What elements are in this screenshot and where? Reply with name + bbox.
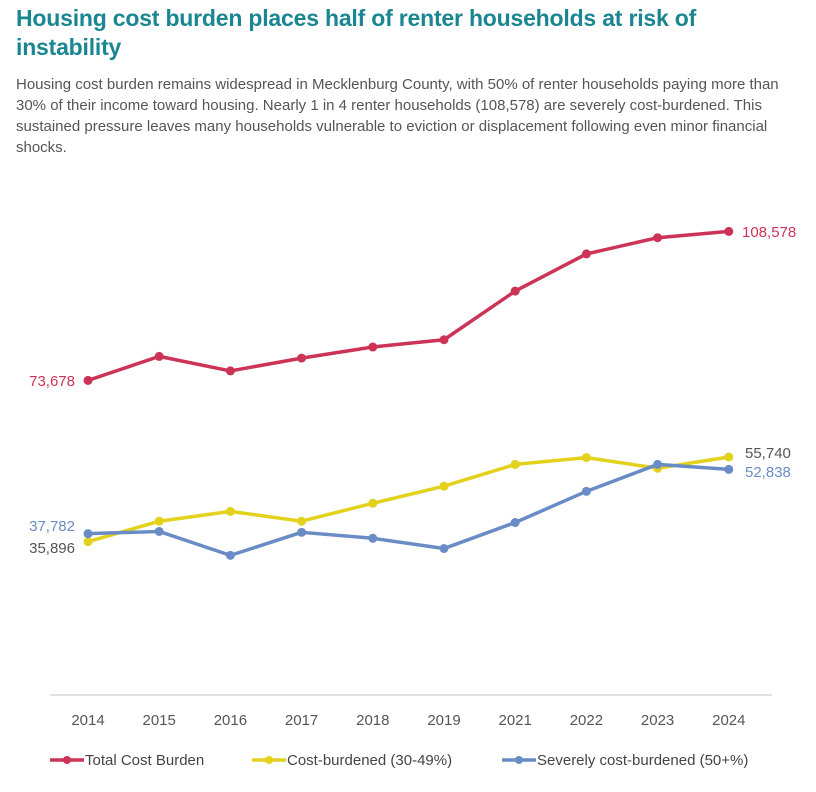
data-point <box>724 452 734 462</box>
legend-item: Severely cost-burdened (50+%) <box>502 752 748 769</box>
data-point <box>83 375 93 385</box>
series-line <box>87 462 729 558</box>
x-tick-label: 2022 <box>570 712 603 729</box>
start-value-label: 73,678 <box>29 373 75 390</box>
end-value-label: 108,578 <box>742 224 796 241</box>
x-tick-label: 2024 <box>712 712 745 729</box>
data-point <box>154 351 164 361</box>
data-point <box>225 550 235 560</box>
x-tick-label: 2015 <box>143 712 176 729</box>
data-point <box>581 486 591 496</box>
page-subtitle: Housing cost burden remains widespread i… <box>16 76 779 156</box>
start-value-label: 35,896 <box>29 540 75 557</box>
series-line <box>87 455 730 544</box>
legend-item: Total Cost Burden <box>50 752 204 769</box>
data-point <box>368 342 378 352</box>
x-tick-label: 2021 <box>499 712 532 729</box>
data-point <box>368 498 378 508</box>
page-title: Housing cost burden places half of rente… <box>16 5 697 60</box>
end-value-label: 55,740 <box>745 445 791 462</box>
data-point <box>581 453 591 463</box>
data-point <box>581 249 591 259</box>
x-tick-label: 2023 <box>641 712 674 729</box>
data-point <box>724 464 734 474</box>
x-tick-label: 2014 <box>71 712 104 729</box>
data-point <box>154 516 164 526</box>
data-point <box>653 459 663 469</box>
data-point <box>225 366 235 376</box>
legend-marker <box>515 756 523 764</box>
x-tick-label: 2017 <box>285 712 318 729</box>
end-value-label: 52,838 <box>745 464 791 481</box>
legend-marker <box>63 756 71 764</box>
data-point <box>653 233 663 243</box>
start-value-label: 37,782 <box>29 518 75 535</box>
data-point <box>297 527 307 537</box>
data-point <box>368 533 378 543</box>
x-tick-label: 2018 <box>356 712 389 729</box>
legend-item: Cost-burdened (30-49%) <box>252 752 452 769</box>
legend-label: Severely cost-burdened (50+%) <box>537 752 748 769</box>
data-point <box>439 481 449 491</box>
legend-label: Cost-burdened (30-49%) <box>287 752 452 769</box>
data-point <box>510 517 520 527</box>
data-point <box>83 537 93 547</box>
x-tick-label: 2019 <box>427 712 460 729</box>
x-tick-label: 2016 <box>214 712 247 729</box>
data-point <box>510 286 520 296</box>
data-point <box>510 459 520 469</box>
legend-label: Total Cost Burden <box>85 752 204 769</box>
data-point <box>297 516 307 526</box>
data-point <box>439 335 449 345</box>
data-point <box>297 353 307 363</box>
legend-marker <box>265 756 273 764</box>
series-line <box>87 229 729 383</box>
data-point <box>83 529 93 539</box>
data-point <box>439 544 449 554</box>
data-point <box>724 226 734 236</box>
data-point <box>225 506 235 516</box>
data-point <box>154 526 164 536</box>
